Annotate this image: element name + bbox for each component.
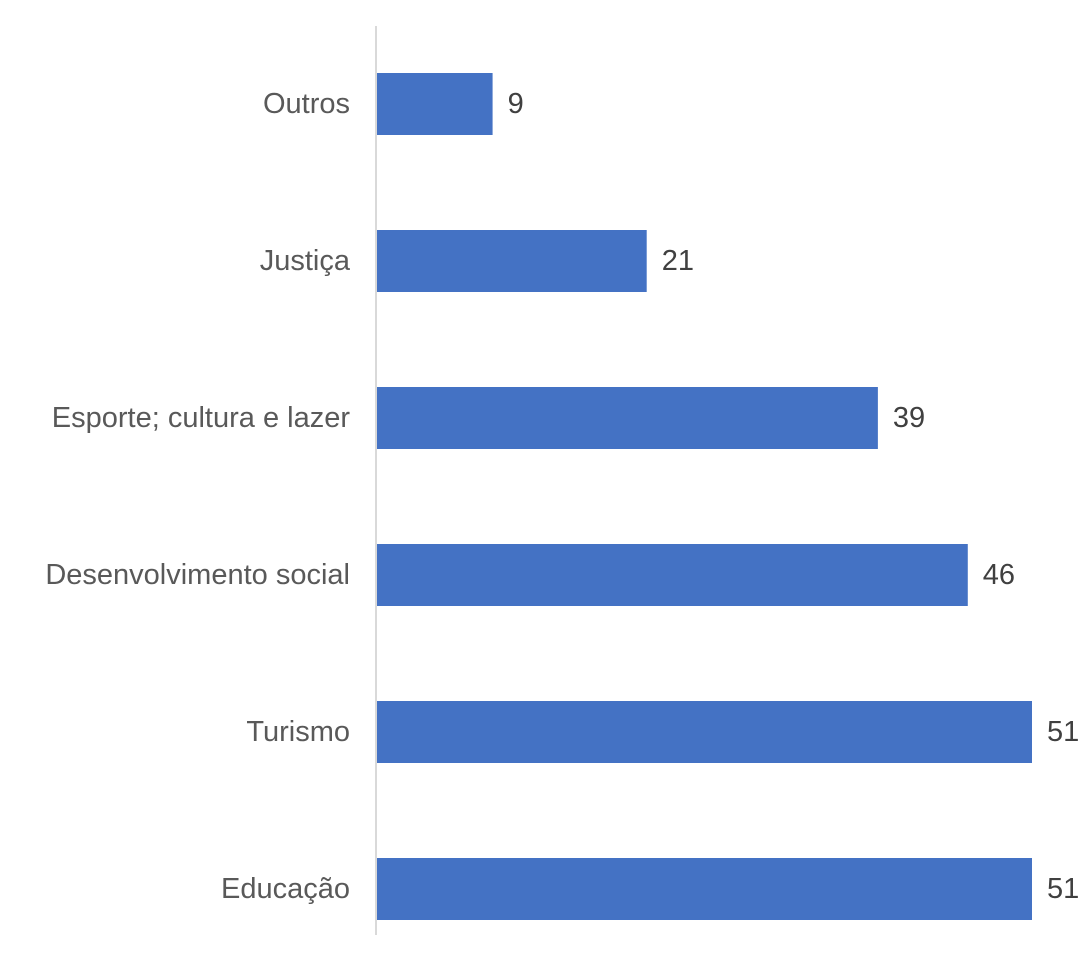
bar-esporte-cultura-e-lazer	[377, 387, 878, 449]
value-label-group: 9 21 39 46 51 51	[508, 88, 1080, 905]
category-label-educacao: Educação	[221, 873, 350, 905]
category-label-desenvolvimento-social: Desenvolvimento social	[45, 559, 350, 591]
bar-desenvolvimento-social	[377, 544, 968, 606]
value-label-desenvolvimento-social: 46	[983, 559, 1015, 591]
bar-turismo	[377, 701, 1032, 763]
value-label-justica: 21	[662, 245, 694, 277]
value-label-esporte-cultura-e-lazer: 39	[893, 402, 925, 434]
value-label-outros: 9	[508, 88, 524, 120]
category-label-turismo: Turismo	[246, 716, 350, 748]
bar-group	[377, 73, 1032, 920]
category-label-group: Outros Justiça Esporte; cultura e lazer Des…	[45, 88, 351, 905]
category-label-esporte-cultura-e-lazer: Esporte; cultura e lazer	[52, 402, 351, 434]
category-label-outros: Outros	[263, 88, 350, 120]
value-label-turismo: 51	[1047, 716, 1079, 748]
category-label-justica: Justiça	[260, 245, 351, 277]
bar-educacao	[377, 858, 1032, 920]
value-label-educacao: 51	[1047, 873, 1079, 905]
bar-outros	[377, 73, 493, 135]
bar-justica	[377, 230, 647, 292]
